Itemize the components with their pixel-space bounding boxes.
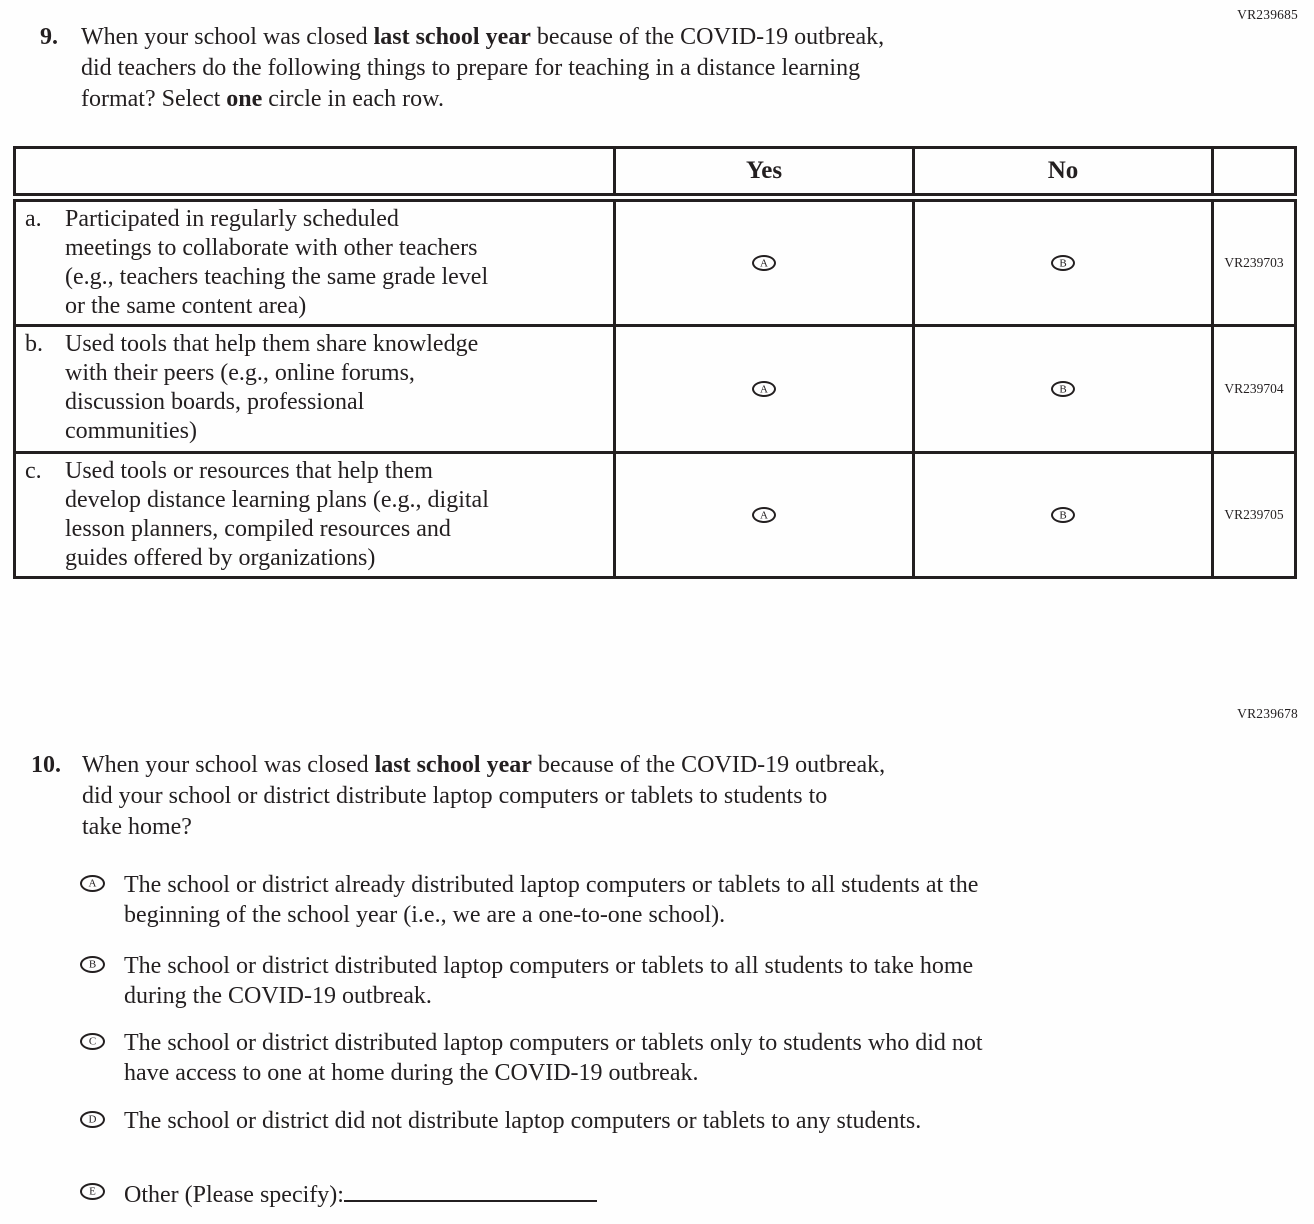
- bubble-letter: A: [88, 877, 97, 890]
- bubble-letter: A: [760, 257, 768, 270]
- option-d-text: The school or district did not distribut…: [124, 1108, 922, 1134]
- row-a-yes-cell: A: [613, 196, 915, 327]
- answer-bubble-yes-a[interactable]: A: [752, 255, 776, 272]
- question-10: 10. When your school was closed last sch…: [31, 750, 885, 843]
- row-b-no-cell: B: [912, 324, 1214, 454]
- option-a: A The school or district already distrib…: [80, 870, 978, 930]
- bubble-letter: B: [88, 958, 97, 971]
- q9-bold-last-school-year: last school year: [373, 24, 531, 50]
- row-c-no-cell: B: [912, 451, 1214, 579]
- q9-text-segment: circle in each row.: [262, 86, 444, 112]
- question-9-number: 9.: [40, 24, 58, 50]
- bubble-letter: C: [88, 1035, 97, 1048]
- table-row-b: b. Used tools that help them share knowl…: [13, 324, 1297, 454]
- grid-header-row: Yes No: [13, 146, 1297, 202]
- row-c-yes-cell: A: [613, 451, 915, 579]
- option-c-text: The school or district distributed lapto…: [124, 1030, 983, 1086]
- option-e-label: Other (Please specify):: [124, 1182, 344, 1208]
- answer-bubble-no-a[interactable]: B: [1051, 255, 1075, 272]
- option-c-bubble[interactable]: C: [80, 1033, 105, 1050]
- column-header-no: No: [912, 146, 1214, 202]
- option-c: C The school or district distributed lap…: [80, 1028, 983, 1088]
- question-9: 9. When your school was closed last scho…: [40, 22, 884, 115]
- q10-bold-last-school-year: last school year: [374, 752, 532, 778]
- row-b-yes-cell: A: [613, 324, 915, 454]
- row-b-label: b.: [25, 331, 43, 357]
- row-c-label: c.: [25, 458, 42, 484]
- option-b-bubble[interactable]: B: [80, 956, 105, 973]
- q10-text-segment: When your school was closed: [82, 752, 375, 778]
- row-a-vr-code: VR239703: [1211, 196, 1297, 327]
- answer-bubble-yes-c[interactable]: A: [752, 507, 776, 524]
- row-a-no-cell: B: [912, 196, 1214, 327]
- answer-bubble-no-c[interactable]: B: [1051, 507, 1075, 524]
- bubble-letter: B: [1059, 257, 1067, 270]
- bubble-letter: D: [88, 1113, 97, 1126]
- other-specify-line[interactable]: [343, 1178, 597, 1202]
- option-b-text: The school or district distributed lapto…: [124, 953, 974, 1009]
- question-10-number: 10.: [31, 752, 61, 778]
- option-a-bubble[interactable]: A: [80, 875, 105, 892]
- question-10-text: When your school was closed last school …: [82, 750, 885, 843]
- q10-text-segment: take home?: [82, 814, 192, 840]
- q9-text-segment: format? Select: [81, 86, 227, 112]
- answer-bubble-no-b[interactable]: B: [1051, 381, 1075, 398]
- option-e: E Other (Please specify):: [80, 1178, 597, 1210]
- table-row-c: c. Used tools or resources that help the…: [13, 451, 1297, 579]
- bubble-letter: A: [760, 509, 768, 522]
- q10-text-segment: because of the COVID-19 outbreak,: [531, 752, 886, 778]
- form-code-q9: VR239685: [1237, 7, 1298, 22]
- row-c-text: Used tools or resources that help them d…: [65, 458, 489, 571]
- q10-text-segment: did your school or district distribute l…: [82, 783, 828, 809]
- row-c-stem: c. Used tools or resources that help the…: [13, 451, 616, 579]
- q9-text-segment: When your school was closed: [81, 24, 374, 50]
- row-a-text: Participated in regularly scheduled meet…: [65, 206, 489, 319]
- option-a-text: The school or district already distribut…: [124, 872, 979, 928]
- option-e-bubble[interactable]: E: [80, 1183, 105, 1200]
- option-d-bubble[interactable]: D: [80, 1111, 105, 1128]
- question-9-text: When your school was closed last school …: [81, 22, 884, 115]
- q9-text-segment: did teachers do the following things to …: [81, 55, 861, 81]
- bubble-letter: E: [89, 1185, 96, 1198]
- q9-text-segment: because of the COVID-19 outbreak,: [530, 24, 885, 50]
- row-a-label: a.: [25, 206, 42, 232]
- table-row-a: a. Participated in regularly scheduled m…: [13, 196, 1297, 327]
- row-c-vr-code: VR239705: [1211, 451, 1297, 579]
- form-code-q10: VR239678: [1237, 706, 1298, 721]
- row-b-text: Used tools that help them share knowledg…: [65, 331, 479, 444]
- row-a-stem: a. Participated in regularly scheduled m…: [13, 196, 616, 327]
- bubble-letter: B: [1059, 383, 1067, 396]
- grid-header-blank: [13, 146, 616, 202]
- grid-header-vr-blank: [1211, 146, 1297, 202]
- answer-bubble-yes-b[interactable]: A: [752, 381, 776, 398]
- bubble-letter: A: [760, 383, 768, 396]
- bubble-letter: B: [1059, 509, 1067, 522]
- option-e-text: Other (Please specify):: [124, 1178, 597, 1210]
- option-d: D The school or district did not distrib…: [80, 1106, 921, 1136]
- option-b: B The school or district distributed lap…: [80, 951, 973, 1011]
- q9-response-grid: Yes No a. Participated in regularly sche…: [13, 146, 1297, 579]
- column-header-yes: Yes: [613, 146, 915, 202]
- row-b-vr-code: VR239704: [1211, 324, 1297, 454]
- q9-bold-one: one: [226, 86, 263, 112]
- row-b-stem: b. Used tools that help them share knowl…: [13, 324, 616, 454]
